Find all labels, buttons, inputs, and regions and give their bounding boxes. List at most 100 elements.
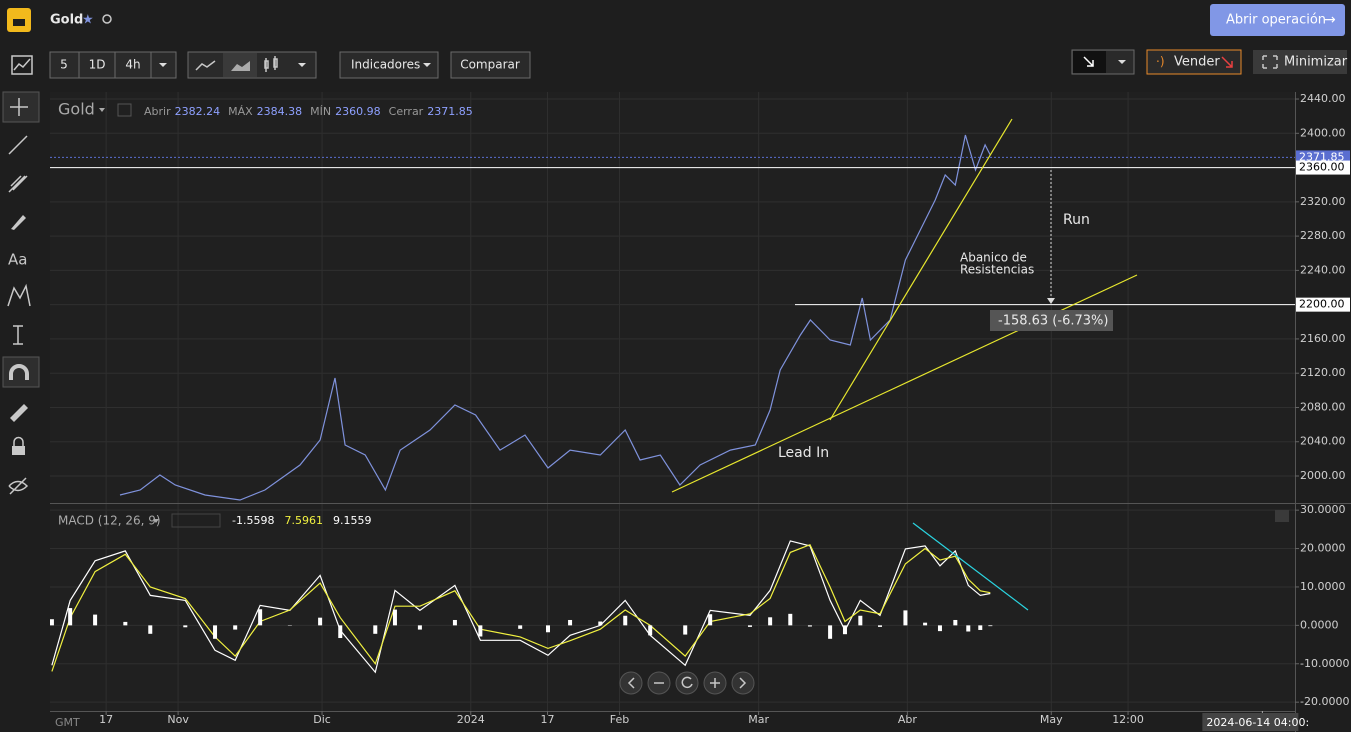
- macd-trend-line[interactable]: [912, 522, 1029, 611]
- dropdown-icon[interactable]: [99, 108, 105, 112]
- histogram-bar: [598, 621, 603, 626]
- series-line: [51, 543, 991, 672]
- histogram-bar: [966, 625, 971, 632]
- search-icon[interactable]: [102, 14, 112, 24]
- histogram-bar: [258, 609, 263, 626]
- dropdown-icon: [1118, 60, 1126, 64]
- hide-tool[interactable]: [8, 477, 29, 495]
- histogram-bar: [623, 615, 628, 626]
- histogram-bar: [373, 625, 378, 634]
- series-name[interactable]: Gold: [58, 100, 95, 119]
- control-icons: [627, 676, 747, 689]
- y-tick-label: 10.0000: [1300, 580, 1346, 593]
- y-tick-label: 0.0000: [1300, 618, 1339, 631]
- magnet-tool[interactable]: [2, 356, 40, 388]
- area-style-icon[interactable]: [231, 61, 250, 71]
- histogram-bar: [213, 625, 218, 639]
- sell-button[interactable]: [1146, 49, 1242, 75]
- dropdown-icon[interactable]: [153, 519, 159, 523]
- histogram-bar: [903, 610, 908, 626]
- fork-tool[interactable]: [8, 175, 28, 193]
- histogram-bar: [807, 625, 812, 627]
- y-tick-label: -20.0000: [1300, 695, 1349, 708]
- scroll-right[interactable]: [731, 671, 755, 695]
- interval-button[interactable]: 5: [60, 58, 68, 72]
- interval-button[interactable]: 4h: [125, 58, 140, 72]
- histogram-bar: [788, 613, 793, 626]
- style-selected: [223, 53, 257, 77]
- price-label: 2371.85: [1299, 150, 1345, 163]
- line-style-icon[interactable]: [195, 60, 216, 71]
- y-tick-label: 2280.00: [1300, 229, 1346, 242]
- histogram-bar: [708, 614, 713, 626]
- histogram-bar: [923, 622, 928, 626]
- measure-arrow: [1047, 298, 1055, 304]
- annotation: Abanico de: [960, 251, 1027, 265]
- lock-tool[interactable]: [12, 446, 25, 455]
- chart-type-icon[interactable]: [11, 55, 33, 75]
- indicator-value: -1.5598: [232, 514, 274, 527]
- minimize-button[interactable]: [1253, 50, 1347, 74]
- histogram-bar: [937, 625, 942, 632]
- price-label: 2200.00: [1299, 298, 1345, 311]
- lock-shackle: [13, 436, 24, 446]
- price-label: 2360.00: [1299, 161, 1345, 174]
- histogram-bar: [568, 619, 573, 626]
- series-line: [119, 134, 991, 501]
- histogram-bar: [828, 625, 833, 639]
- y-tick-label: 30.0000: [1300, 503, 1346, 516]
- histogram-bar: [478, 625, 483, 637]
- dropdown-icon: [423, 63, 431, 67]
- price-label-box: [1296, 160, 1350, 175]
- compare-button[interactable]: [450, 51, 531, 79]
- settings-icon[interactable]: [117, 103, 132, 117]
- measure-label: -158.63 (-6.73%): [998, 314, 1108, 329]
- x-tick-label: Feb: [610, 713, 629, 726]
- histogram-bar: [978, 625, 983, 630]
- open-trade-button[interactable]: [1210, 4, 1345, 36]
- indicators-button[interactable]: [339, 51, 439, 79]
- x-tick-label: 12:00: [1112, 713, 1144, 726]
- price-label-box: [1296, 297, 1350, 312]
- measure-tool[interactable]: [13, 325, 23, 345]
- histogram-bar: [953, 619, 958, 626]
- series-line: [51, 540, 991, 674]
- annotation: Resistencias: [960, 263, 1034, 277]
- histogram-bar: [452, 619, 457, 626]
- dropdown-icon[interactable]: [298, 63, 306, 67]
- ohlc-label: Abrir: [144, 105, 171, 118]
- favorite-star[interactable]: ★: [82, 13, 94, 28]
- indicator-title[interactable]: MACD (12, 26, 9): [58, 514, 161, 528]
- x-tick-label: 2024: [457, 713, 485, 726]
- interval-group: [49, 51, 177, 79]
- drawing-mode-tool[interactable]: [10, 404, 28, 422]
- y-tick-label: 2240.00: [1300, 263, 1346, 276]
- line-tool[interactable]: [8, 135, 28, 155]
- y-tick-label: 2160.00: [1300, 332, 1346, 345]
- pattern-tool[interactable]: [7, 283, 31, 307]
- logo-mark: [13, 19, 25, 26]
- histogram-bar: [148, 625, 153, 634]
- histogram-bar: [338, 625, 343, 639]
- text-tool[interactable]: Aa: [8, 251, 27, 269]
- minimize-label: Minimizar: [1284, 55, 1348, 70]
- trend-line[interactable]: [829, 118, 1013, 421]
- indicator-controls[interactable]: [171, 513, 221, 528]
- add-pane[interactable]: [1275, 510, 1289, 522]
- brush-tool[interactable]: [11, 215, 26, 230]
- indicators-label: Indicadores: [351, 58, 420, 72]
- arrow-icon: [1083, 56, 1094, 67]
- interval-button[interactable]: 1D: [89, 58, 106, 72]
- reset[interactable]: [675, 671, 699, 695]
- dropdown-icon[interactable]: [159, 63, 167, 67]
- ohlc-label: Cerrar: [389, 105, 424, 118]
- cursor-label: 2024-06-14 04:00:: [1206, 716, 1309, 729]
- scroll-left[interactable]: [619, 671, 643, 695]
- cursor-box: [1202, 713, 1299, 731]
- magnet-icon: [9, 364, 29, 380]
- macd-pane: [50, 504, 1295, 711]
- candle-style-icon[interactable]: [264, 56, 278, 72]
- x-tick-label: Mar: [748, 713, 769, 726]
- indicator-value: 9.1559: [333, 514, 372, 527]
- histogram-bar: [648, 625, 653, 636]
